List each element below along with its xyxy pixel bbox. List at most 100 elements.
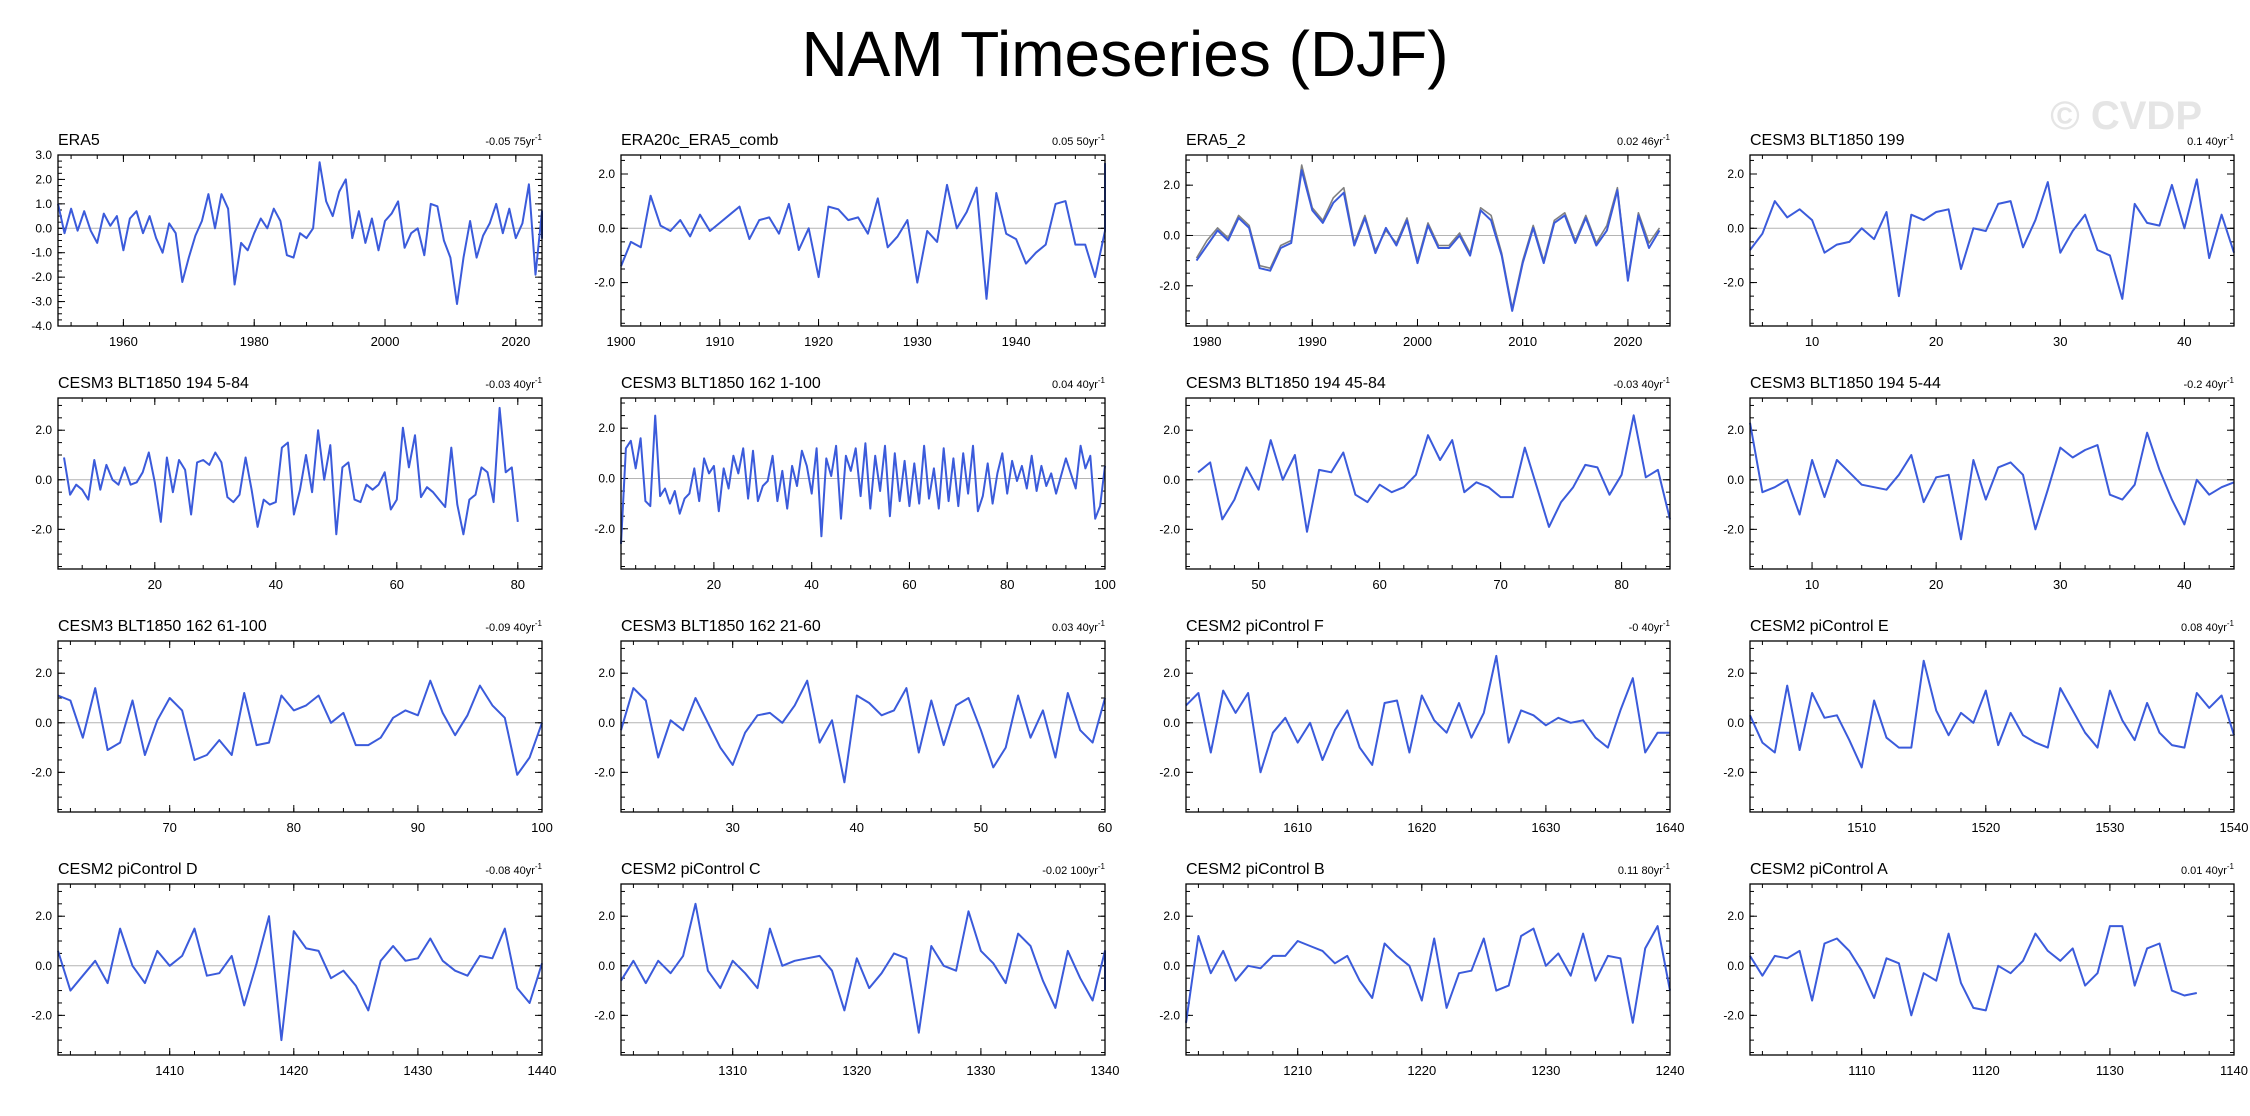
series-line [620,414,1106,544]
series-line [1749,659,2235,769]
series-line [1185,925,1671,1024]
trend-label: 0.08 40yr-1 [2181,619,2235,634]
panel-title: ERA20c_ERA5_comb [621,132,779,149]
y-tick-label: 0.0 [1163,473,1180,487]
x-tick-label: 2000 [371,334,400,349]
x-tick-label: 10 [1805,577,1819,592]
y-tick-label: 0.0 [35,473,52,487]
panel: ERA20c_ERA5_comb 0.05 50yr-1 2.0 0.0 -2.0 190… [594,132,1106,349]
plot-frame [1749,154,2235,327]
panel: ERA5 -0.05 75yr-1 3.0 2.0 1.0 0.0 -1.0 -2.0 -3.0… [31,132,543,349]
x-tick-label: 1210 [1283,1063,1312,1078]
trend-label: 0.05 50yr-1 [1052,133,1106,148]
x-tick-label: 1420 [279,1063,308,1078]
x-tick-label: 1140 [2220,1063,2248,1078]
panel-title: CESM3 BLT1850 194 5-44 [1750,375,1941,392]
x-tick-label: 1220 [1407,1063,1436,1078]
x-tick-label: 40 [2177,577,2191,592]
x-tick-label: 90 [411,820,425,835]
y-tick-label: 0.0 [1727,959,1744,973]
trend-label: -0.05 75yr-1 [485,133,542,148]
trend-label: -0.2 40yr-1 [2183,376,2234,391]
series-line [1195,164,1661,310]
x-tick-label: 1910 [705,334,734,349]
trend-exponent: -1 [1098,862,1106,871]
trend-label: 0.03 40yr-1 [1052,619,1106,634]
x-tick-label: 10 [1805,334,1819,349]
plot-frame [1749,397,2235,570]
panel-title: ERA5 [58,132,100,149]
trend-exponent: -1 [2227,619,2235,628]
panel-title: CESM2 piControl A [1750,861,1888,878]
x-tick-label: 20 [148,577,162,592]
trend-value: 0.1 40yr [2187,136,2227,148]
trend-label: -0.03 40yr-1 [485,376,542,391]
x-tick-label: 80 [1000,577,1014,592]
trend-value: -0.08 40yr [485,865,535,877]
series-line [57,161,543,305]
plot-frame [620,154,1106,327]
x-tick-label: 1230 [1531,1063,1560,1078]
y-tick-label: 2.0 [1163,909,1180,923]
x-tick-label: 1520 [1971,820,2000,835]
trend-label: 0.1 40yr-1 [2187,133,2234,148]
panel: CESM3 BLT1850 199 0.1 40yr-1 2.0 0.0 -2.0 10 2… [1723,132,2235,349]
y-tick-label: 2.0 [35,423,52,437]
panel: CESM3 BLT1850 162 1-100 0.04 40yr-1 2.0 0.0… [594,375,1116,592]
trend-exponent: -1 [1663,133,1671,142]
y-tick-label: 0.0 [1727,716,1744,730]
y-tick-label: -2.0 [1723,276,1744,290]
trend-value: -0.03 40yr [485,379,535,391]
series-line [63,406,519,536]
plot-frame [1185,154,1671,327]
plot-frame [620,883,1106,1056]
x-tick-label: 1620 [1407,820,1436,835]
y-tick-label: -3.0 [31,295,52,309]
series-line [57,679,543,776]
panel-title: ERA5_2 [1186,132,1246,149]
x-tick-label: 1530 [2095,820,2124,835]
plot-frame [1749,883,2235,1056]
y-tick-label: 0.0 [1727,473,1744,487]
panel-title: CESM2 piControl B [1186,861,1325,878]
x-tick-label: 20 [707,577,721,592]
x-tick-label: 40 [269,577,283,592]
x-tick-label: 1410 [155,1063,184,1078]
y-tick-label: -2.0 [1723,522,1744,536]
y-tick-label: -2.0 [594,276,615,290]
trend-label: -0.09 40yr-1 [485,619,542,634]
series-line [620,163,1106,300]
y-tick-label: 2.0 [35,666,52,680]
trend-label: 0.11 80yr-1 [1618,862,1671,877]
x-tick-label: 60 [1098,820,1112,835]
y-tick-label: 2.0 [1163,423,1180,437]
panel: CESM2 piControl C -0.02 100yr-1 2.0 0.0 -2.0… [594,861,1119,1078]
x-tick-label: 1130 [2096,1063,2124,1078]
x-tick-label: 1980 [240,334,269,349]
y-tick-label: 0.0 [35,716,52,730]
x-tick-label: 80 [287,820,301,835]
plot-frame [1185,883,1671,1056]
x-tick-label: 30 [725,820,739,835]
trend-value: -0 40yr [1629,622,1664,634]
x-tick-label: 50 [1251,577,1265,592]
trend-exponent: -1 [1663,619,1671,628]
x-tick-label: 2020 [501,334,530,349]
panel-title: CESM2 piControl D [58,861,198,878]
y-tick-label: 2.0 [1163,666,1180,680]
x-tick-label: 1310 [718,1063,747,1078]
y-tick-label: -2.0 [594,522,615,536]
trend-label: 0.04 40yr-1 [1052,376,1106,391]
series-line [1749,178,2235,300]
plot-frame [620,397,1106,570]
panel: CESM3 BLT1850 194 5-44 -0.2 40yr-1 2.0 0.0 -… [1723,375,2235,592]
trend-value: 0.03 40yr [1052,622,1098,634]
y-tick-label: 0.0 [598,959,615,973]
y-tick-label: -2.0 [31,522,52,536]
x-tick-label: 60 [1372,577,1386,592]
x-tick-label: 1110 [1848,1063,1875,1078]
y-tick-label: 2.0 [1727,666,1744,680]
panel: CESM2 piControl A 0.01 40yr-1 2.0 0.0 -2.0 11… [1723,861,2248,1078]
panel-title: CESM2 piControl E [1750,618,1889,635]
trend-value: -0.05 75yr [485,136,535,148]
